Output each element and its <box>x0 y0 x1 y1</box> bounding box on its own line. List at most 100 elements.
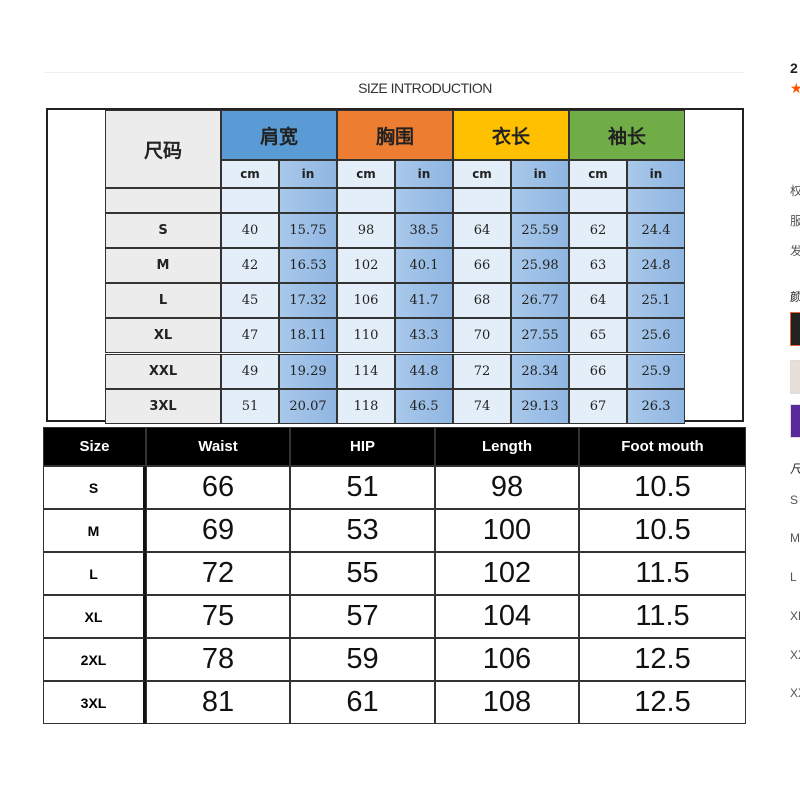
value-cell: 19.29 <box>279 354 337 389</box>
column-header: Waist <box>146 427 290 466</box>
value-cell: 106 <box>435 638 579 681</box>
value-cell: 118 <box>337 389 395 424</box>
sidebar-attr: 服 <box>790 214 800 228</box>
size-option[interactable]: XX <box>790 686 800 700</box>
color-swatch[interactable] <box>790 312 800 346</box>
value-cell: 12.5 <box>579 638 746 681</box>
value-cell: 20.07 <box>279 389 337 424</box>
value-cell: 25.6 <box>627 318 685 353</box>
value-cell: 64 <box>453 213 511 248</box>
value-cell: 42 <box>221 248 279 283</box>
value-cell: 53 <box>290 509 435 552</box>
size-option[interactable]: S <box>790 493 799 507</box>
size-label: 尺 <box>790 460 800 477</box>
measurement-table: Size Waist HIP Length Foot mouth S 66 51 98 10.5 M… <box>43 427 746 724</box>
blank-row-cell <box>511 188 569 213</box>
unit-header: cm <box>453 160 511 188</box>
unit-header: cm <box>569 160 627 188</box>
column-header: Foot mouth <box>579 427 746 466</box>
value-cell: 61 <box>290 681 435 724</box>
size-cell: M <box>105 248 221 283</box>
value-cell: 16.53 <box>279 248 337 283</box>
value-cell: 45 <box>221 283 279 318</box>
value-cell: 11.5 <box>579 595 746 638</box>
size-cell: XL <box>105 318 221 353</box>
value-cell: 78 <box>146 638 290 681</box>
value-cell: 26.77 <box>511 283 569 318</box>
value-cell: 106 <box>337 283 395 318</box>
size-cell: M <box>43 509 146 552</box>
size-option[interactable]: L <box>790 570 797 584</box>
unit-header: in <box>395 160 453 188</box>
value-cell: 75 <box>146 595 290 638</box>
blank-row-cell <box>453 188 511 213</box>
value-cell: 66 <box>453 248 511 283</box>
value-cell: 38.5 <box>395 213 453 248</box>
sidebar-attr: 权 <box>790 184 800 198</box>
value-cell: 25.9 <box>627 354 685 389</box>
size-introduction-table: 尺码 肩宽 cm in 胸围 cm in 衣长 cm in 袖长 cm in S 40 15.75 98 38.5… <box>46 108 744 424</box>
blank-row-cell <box>337 188 395 213</box>
size-cell: S <box>105 213 221 248</box>
value-cell: 72 <box>146 552 290 595</box>
value-cell: 55 <box>290 552 435 595</box>
value-cell: 28.34 <box>511 354 569 389</box>
value-cell: 41.7 <box>395 283 453 318</box>
value-cell: 17.32 <box>279 283 337 318</box>
value-cell: 72 <box>453 354 511 389</box>
size-header: 尺码 <box>105 110 221 188</box>
value-cell: 70 <box>453 318 511 353</box>
value-cell: 46.5 <box>395 389 453 424</box>
group-header: 袖长 <box>569 110 685 160</box>
value-cell: 15.75 <box>279 213 337 248</box>
value-cell: 12.5 <box>579 681 746 724</box>
size-cell: 2XL <box>43 638 146 681</box>
size-cell: 3XL <box>105 389 221 424</box>
divider <box>44 72 744 73</box>
value-cell: 67 <box>569 389 627 424</box>
value-cell: 11.5 <box>579 552 746 595</box>
value-cell: 25.59 <box>511 213 569 248</box>
blank-row-cell <box>279 188 337 213</box>
value-cell: 40.1 <box>395 248 453 283</box>
size-chart-title: SIZE INTRODUCTION <box>358 80 492 96</box>
blank-row-cell <box>395 188 453 213</box>
value-cell: 100 <box>435 509 579 552</box>
value-cell: 63 <box>569 248 627 283</box>
star-icon: ★ <box>790 80 800 96</box>
blank-row-cell <box>627 188 685 213</box>
value-cell: 18.11 <box>279 318 337 353</box>
value-cell: 27.55 <box>511 318 569 353</box>
value-cell: 24.8 <box>627 248 685 283</box>
column-header: HIP <box>290 427 435 466</box>
value-cell: 108 <box>435 681 579 724</box>
group-header: 肩宽 <box>221 110 337 160</box>
value-cell: 66 <box>569 354 627 389</box>
value-cell: 98 <box>435 466 579 509</box>
size-option[interactable]: M <box>790 531 800 545</box>
value-cell: 29.13 <box>511 389 569 424</box>
size-cell: XXL <box>105 354 221 389</box>
value-cell: 25.98 <box>511 248 569 283</box>
value-cell: 62 <box>569 213 627 248</box>
value-cell: 69 <box>146 509 290 552</box>
value-cell: 68 <box>453 283 511 318</box>
value-cell: 25.1 <box>627 283 685 318</box>
size-option[interactable]: XL <box>790 609 800 623</box>
size-cell: 3XL <box>43 681 146 724</box>
value-cell: 10.5 <box>579 466 746 509</box>
size-cell: L <box>43 552 146 595</box>
column-header: Length <box>435 427 579 466</box>
value-cell: 114 <box>337 354 395 389</box>
value-cell: 98 <box>337 213 395 248</box>
blank-row-cell <box>221 188 279 213</box>
group-header: 胸围 <box>337 110 453 160</box>
size-cell: L <box>105 283 221 318</box>
value-cell: 102 <box>435 552 579 595</box>
size-option[interactable]: XX <box>790 648 800 662</box>
value-cell: 64 <box>569 283 627 318</box>
unit-header: in <box>627 160 685 188</box>
color-swatch[interactable] <box>790 360 800 394</box>
value-cell: 51 <box>221 389 279 424</box>
color-swatch[interactable] <box>790 404 800 438</box>
